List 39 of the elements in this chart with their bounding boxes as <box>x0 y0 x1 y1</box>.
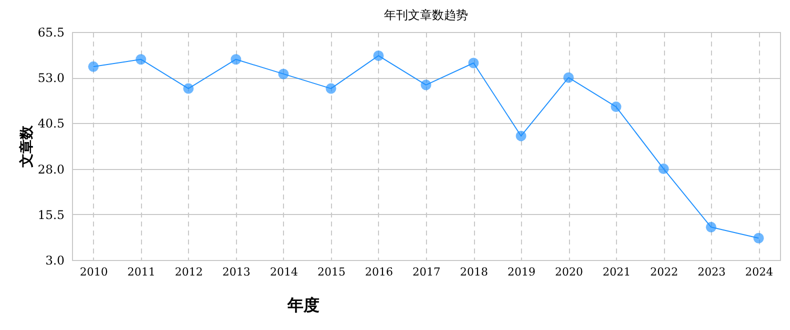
x-tick-label: 2021 <box>602 266 631 278</box>
y-tick-label: 3.0 <box>45 254 64 268</box>
y-tick-label: 53.0 <box>38 71 64 86</box>
x-tick-label: 2024 <box>745 266 774 278</box>
y-tick-label: 15.5 <box>38 208 64 222</box>
point <box>753 232 764 244</box>
x-tick-label: 2017 <box>412 266 440 278</box>
x-tick-label: 2019 <box>508 266 536 278</box>
x-tick-label: 2018 <box>460 266 488 278</box>
x-tick-label: 2011 <box>127 266 156 278</box>
y-tick-label: 40.5 <box>38 116 64 131</box>
y-axis-title: 文章数 <box>18 124 35 168</box>
point <box>326 83 336 94</box>
y-tick-label: 28.0 <box>38 162 64 176</box>
x-tick-label: 2015 <box>317 266 346 278</box>
point <box>468 58 479 68</box>
point <box>420 80 432 90</box>
x-tick-label: 2016 <box>364 266 393 278</box>
point <box>373 50 384 61</box>
x-tick-label: 2020 <box>555 266 584 278</box>
point <box>88 61 99 72</box>
y-tick-label: 65.5 <box>38 26 64 40</box>
point <box>658 164 669 174</box>
point <box>610 102 622 112</box>
x-tick-label: 2013 <box>222 266 250 278</box>
point <box>136 54 146 65</box>
point <box>563 72 574 83</box>
x-axis-title: 年度 <box>286 296 320 314</box>
point <box>706 222 716 232</box>
x-tick-label: 2010 <box>80 266 108 278</box>
point <box>516 130 526 142</box>
x-tick-label: 2022 <box>650 266 678 278</box>
point <box>230 54 242 65</box>
x-tick-label: 2014 <box>270 266 298 278</box>
point <box>183 83 194 94</box>
point <box>278 68 289 80</box>
chart-title: 年刊文章数趋势 <box>384 8 468 22</box>
x-tick-label: 2012 <box>174 266 203 278</box>
x-tick-label: 2023 <box>698 266 726 278</box>
